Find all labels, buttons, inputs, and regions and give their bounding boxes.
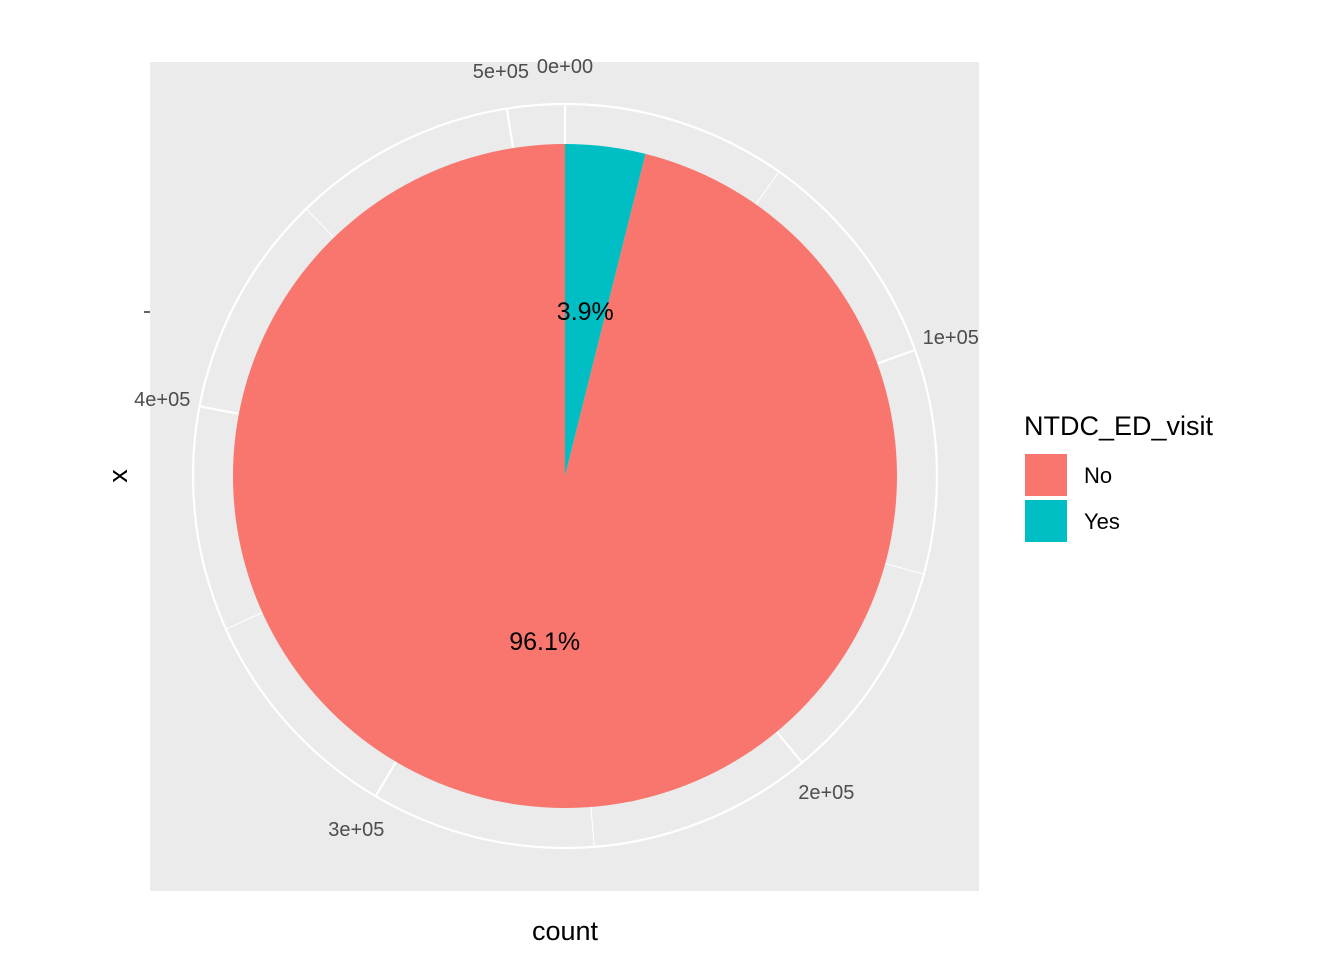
- legend: NTDC_ED_visit No Yes: [1023, 411, 1214, 544]
- legend-items: No Yes: [1023, 452, 1120, 544]
- slice-labels: 3.9% 96.1%: [509, 298, 614, 656]
- radial-tick-label-1: 1e+05: [923, 327, 979, 349]
- legend-key-no: [1023, 452, 1069, 498]
- legend-key-yes: [1023, 498, 1069, 544]
- pie-slices: [232, 143, 897, 809]
- slice-label-no: 96.1%: [509, 628, 580, 656]
- slice-label-yes: 3.9%: [557, 298, 614, 326]
- legend-title: NTDC_ED_visit: [1024, 411, 1214, 441]
- radial-tick-label-4: 4e+05: [134, 389, 190, 411]
- legend-label-no: No: [1084, 463, 1112, 488]
- pie-slice-yes: [565, 144, 646, 476]
- radial-tick-label-0: 0e+00: [537, 56, 593, 78]
- x-axis-title: count: [532, 916, 599, 946]
- radial-tick-label-5: 5e+05: [473, 61, 529, 83]
- radial-tick-labels: 0e+00 1e+05 2e+05 3e+05 4e+05 5e+05: [134, 56, 979, 841]
- legend-label-yes: Yes: [1084, 509, 1120, 534]
- radial-tick-label-2: 2e+05: [798, 782, 854, 804]
- y-axis-title: x: [103, 469, 133, 483]
- pie-slice-no: [232, 143, 897, 809]
- radial-tick-label-3: 3e+05: [328, 819, 384, 841]
